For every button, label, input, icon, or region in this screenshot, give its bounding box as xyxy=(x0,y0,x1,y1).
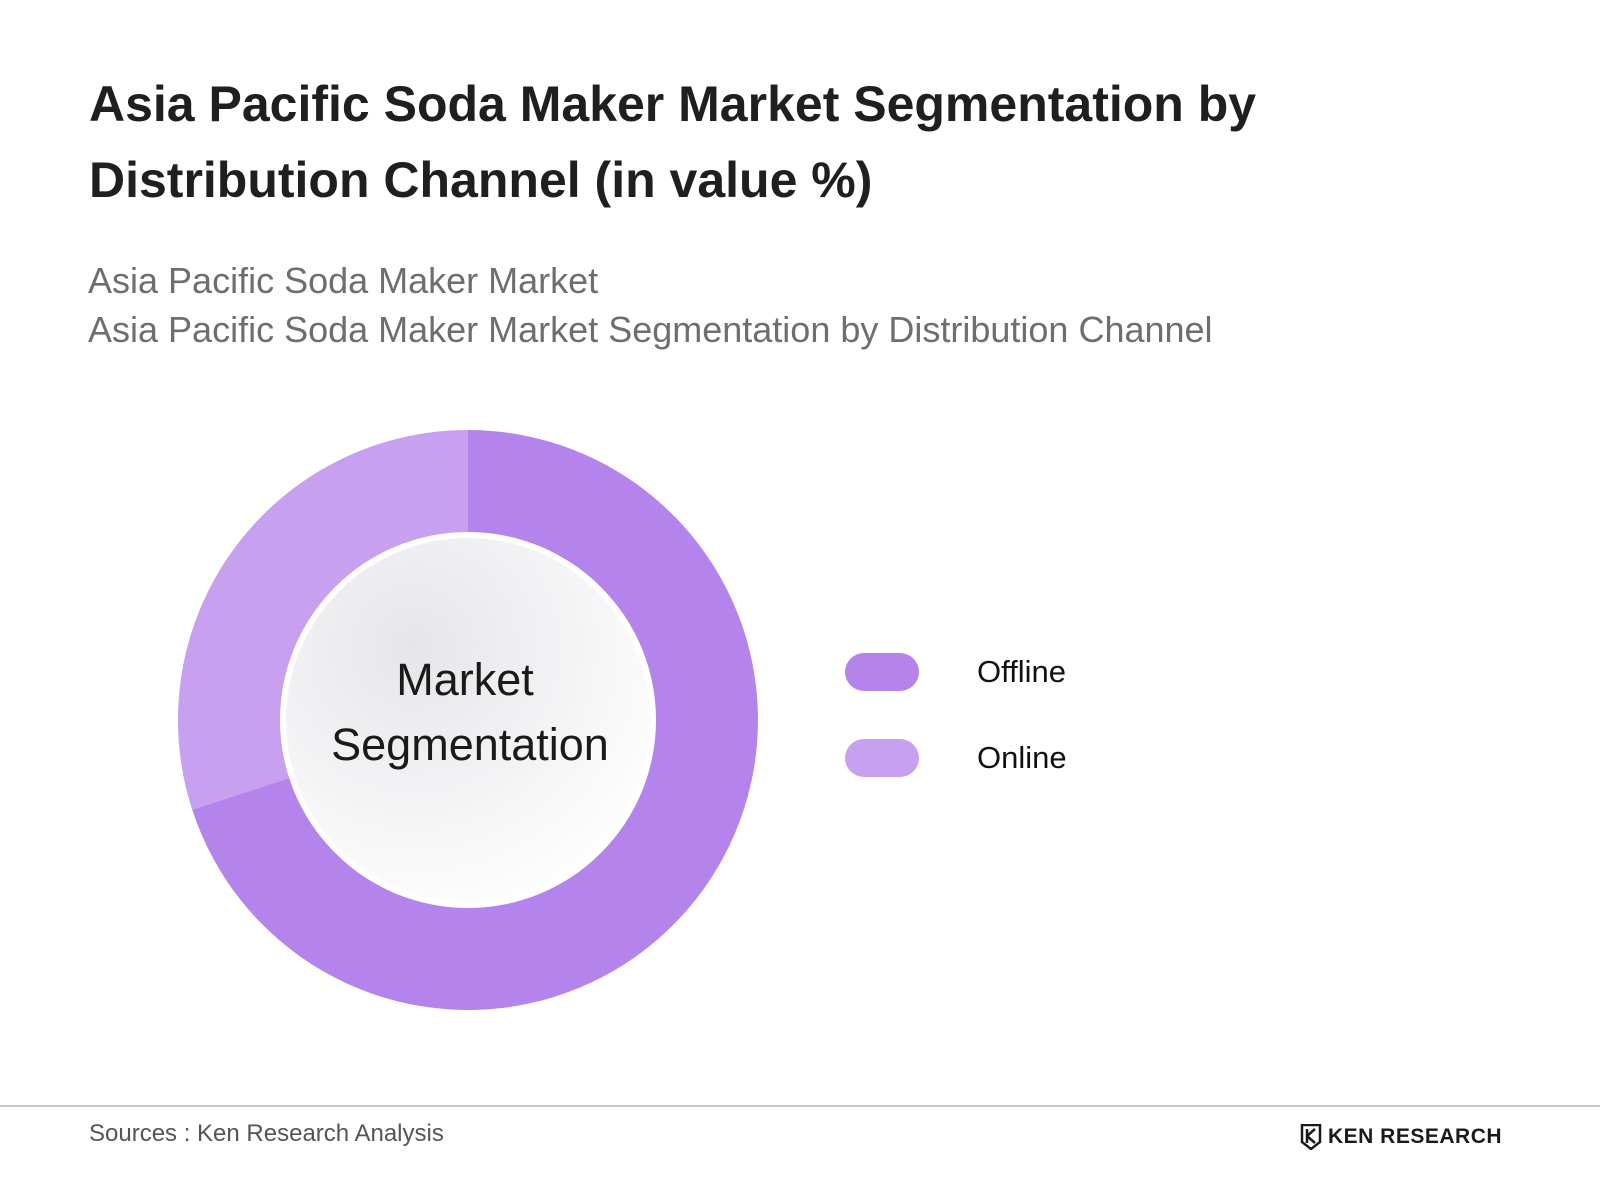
legend-item-online: Online xyxy=(845,738,1067,778)
ken-research-logo-icon xyxy=(1300,1124,1322,1150)
legend-label-offline: Offline xyxy=(977,654,1067,689)
legend-item-offline: Offline xyxy=(845,652,1067,692)
subtitle-line-2: Asia Pacific Soda Maker Market Segmentat… xyxy=(88,309,1213,350)
center-disc xyxy=(286,538,650,902)
chart-subtitle: Asia Pacific Soda Maker Market Asia Paci… xyxy=(88,256,1488,354)
donut-chart: Market Segmentation xyxy=(178,430,758,1010)
slice-offline xyxy=(192,430,758,1010)
center-label-line-1: Market xyxy=(396,654,534,705)
brand-logo: KEN RESEARCH xyxy=(1300,1124,1502,1150)
source-note: Sources : Ken Research Analysis xyxy=(89,1120,444,1147)
legend-swatch-online xyxy=(845,739,919,777)
legend-swatch-offline xyxy=(845,653,919,691)
brand-name: KEN RESEARCH xyxy=(1328,1125,1503,1148)
center-label-line-2: Segmentation xyxy=(331,719,609,770)
slice-online xyxy=(178,430,468,810)
chart-title: Asia Pacific Soda Maker Market Segmentat… xyxy=(89,76,1257,208)
footer-divider xyxy=(0,1105,1600,1107)
subtitle-line-1: Asia Pacific Soda Maker Market xyxy=(88,260,599,301)
chart-legend: Offline Online xyxy=(845,652,1067,824)
legend-label-online: Online xyxy=(977,740,1067,775)
